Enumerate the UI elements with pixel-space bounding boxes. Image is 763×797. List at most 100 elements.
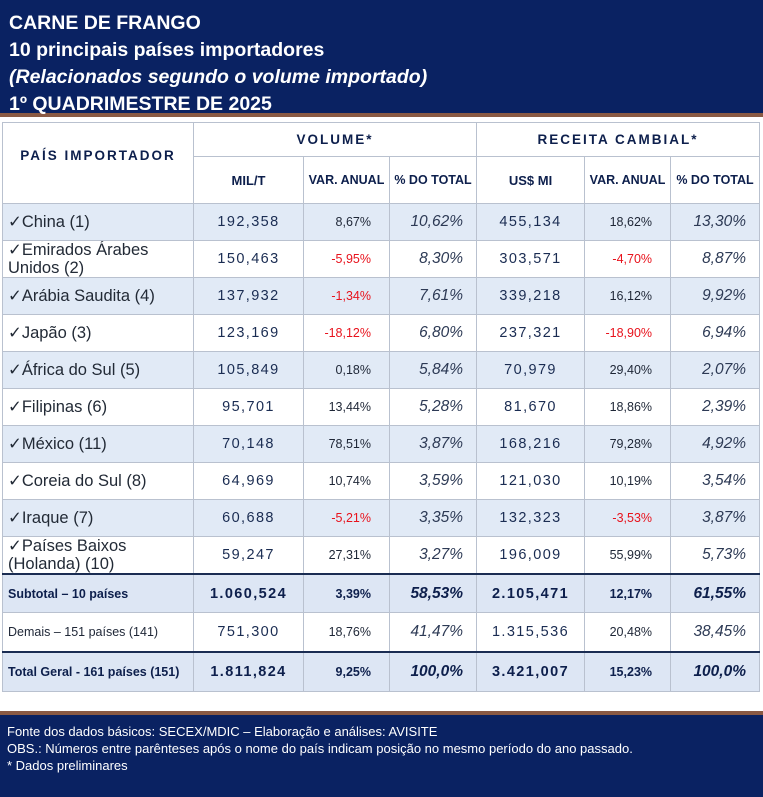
- subtotal-revenue-pct: 61,55%: [670, 573, 761, 613]
- revenue-value: 70,979: [476, 351, 586, 389]
- volume-var: 0,18%: [303, 351, 390, 389]
- revenue-value: 121,030: [476, 462, 586, 500]
- revenue-value: 81,670: [476, 388, 586, 426]
- volume-pct: 3,59%: [388, 462, 478, 500]
- table-row: ✓Japão (3) 123,169 -18,12% 6,80% 237,321…: [2, 314, 761, 352]
- volume-value: 95,701: [193, 388, 304, 426]
- revenue-pct: 3,87%: [670, 499, 761, 537]
- subtotal-revenue: 2.105,471: [476, 573, 586, 613]
- header-vol-pct: % DO TOTAL: [388, 156, 478, 204]
- volume-var: 27,31%: [303, 536, 390, 575]
- total-row: Total Geral - 161 países (151) 1.811,824…: [2, 651, 761, 692]
- volume-var: -5,95%: [303, 240, 390, 278]
- title-product: CARNE DE FRANGO: [9, 12, 201, 34]
- volume-value: 105,849: [193, 351, 304, 389]
- volume-value: 70,148: [193, 425, 304, 463]
- table-row: ✓África do Sul (5) 105,849 0,18% 5,84% 7…: [2, 351, 761, 389]
- volume-pct: 10,62%: [388, 203, 478, 241]
- revenue-pct: 5,73%: [670, 536, 761, 575]
- title-period: 1º QUADRIMESTRE DE 2025: [9, 93, 272, 115]
- total-volume-var: 9,25%: [303, 651, 390, 692]
- revenue-value: 339,218: [476, 277, 586, 315]
- subtotal-row: Subtotal – 10 países 1.060,524 3,39% 58,…: [2, 573, 761, 613]
- revenue-value: 303,571: [476, 240, 586, 278]
- table-row: ✓China (1) 192,358 8,67% 10,62% 455,134 …: [2, 203, 761, 241]
- volume-pct: 6,80%: [388, 314, 478, 352]
- revenue-value: 168,216: [476, 425, 586, 463]
- others-label: Demais – 151 países (141): [2, 612, 194, 653]
- revenue-var: 16,12%: [584, 277, 672, 315]
- source-note: Fonte dos dados básicos: SECEX/MDIC – El…: [7, 724, 438, 739]
- revenue-pct: 6,94%: [670, 314, 761, 352]
- subtotal-volume-pct: 58,53%: [388, 573, 478, 613]
- country-name: ✓Países Baixos (Holanda) (10): [2, 536, 194, 575]
- total-revenue-var: 15,23%: [584, 651, 672, 692]
- others-volume-pct: 41,47%: [388, 612, 478, 653]
- others-row: Demais – 151 países (141) 751,300 18,76%…: [2, 612, 761, 653]
- header-volume: VOLUME*: [192, 122, 478, 157]
- country-name: ✓África do Sul (5): [2, 351, 194, 389]
- revenue-var: 79,28%: [584, 425, 672, 463]
- header-vol-var: VAR. ANUAL: [303, 156, 390, 204]
- subtotal-volume-var: 3,39%: [303, 573, 390, 613]
- header-rev-var: VAR. ANUAL: [584, 156, 672, 204]
- volume-var: 8,67%: [303, 203, 390, 241]
- table-row: ✓Coreia do Sul (8) 64,969 10,74% 3,59% 1…: [2, 462, 761, 500]
- volume-var: -1,34%: [303, 277, 390, 315]
- others-revenue-pct: 38,45%: [670, 612, 761, 653]
- revenue-var: -3,53%: [584, 499, 672, 537]
- subtotal-label: Subtotal – 10 países: [2, 573, 194, 613]
- volume-var: 13,44%: [303, 388, 390, 426]
- importers-table: PAÍS IMPORTADOR VOLUME* RECEITA CAMBIAL*…: [2, 122, 761, 692]
- country-name: ✓Arábia Saudita (4): [2, 277, 194, 315]
- others-revenue-var: 20,48%: [584, 612, 672, 653]
- observation-note: OBS.: Números entre parênteses após o no…: [7, 741, 633, 756]
- title-criteria: (Relacionados segundo o volume importado…: [9, 66, 428, 88]
- revenue-var: -4,70%: [584, 240, 672, 278]
- country-name: ✓Japão (3): [2, 314, 194, 352]
- total-volume: 1.811,824: [193, 651, 304, 692]
- revenue-value: 455,134: [476, 203, 586, 241]
- total-revenue-pct: 100,0%: [670, 651, 761, 692]
- revenue-var: 29,40%: [584, 351, 672, 389]
- others-volume: 751,300: [193, 612, 304, 653]
- country-name: ✓Emirados Árabes Unidos (2): [2, 240, 194, 278]
- revenue-value: 237,321: [476, 314, 586, 352]
- table-row: ✓Iraque (7) 60,688 -5,21% 3,35% 132,323 …: [2, 499, 761, 537]
- total-volume-pct: 100,0%: [388, 651, 478, 692]
- country-name: ✓Iraque (7): [2, 499, 194, 537]
- revenue-var: 55,99%: [584, 536, 672, 575]
- volume-pct: 3,35%: [388, 499, 478, 537]
- title-subject: 10 principais países importadores: [9, 39, 325, 61]
- revenue-pct: 2,39%: [670, 388, 761, 426]
- table-row: ✓Países Baixos (Holanda) (10) 59,247 27,…: [2, 536, 761, 575]
- volume-var: -18,12%: [303, 314, 390, 352]
- subtotal-volume: 1.060,524: [193, 573, 304, 613]
- others-revenue: 1.315,536: [476, 612, 586, 653]
- preliminary-note: * Dados preliminares: [7, 758, 128, 773]
- revenue-var: 10,19%: [584, 462, 672, 500]
- revenue-pct: 3,54%: [670, 462, 761, 500]
- total-label: Total Geral - 161 países (151): [2, 651, 194, 692]
- volume-var: -5,21%: [303, 499, 390, 537]
- header-rev-pct: % DO TOTAL: [670, 156, 761, 204]
- revenue-pct: 2,07%: [670, 351, 761, 389]
- source-footer: Fonte dos dados básicos: SECEX/MDIC – El…: [0, 711, 763, 797]
- volume-value: 192,358: [193, 203, 304, 241]
- volume-value: 137,932: [193, 277, 304, 315]
- volume-value: 59,247: [193, 536, 304, 575]
- volume-value: 123,169: [193, 314, 304, 352]
- country-name: ✓Coreia do Sul (8): [2, 462, 194, 500]
- volume-pct: 8,30%: [388, 240, 478, 278]
- country-name: ✓Filipinas (6): [2, 388, 194, 426]
- country-name: ✓México (11): [2, 425, 194, 463]
- table-row: ✓Filipinas (6) 95,701 13,44% 5,28% 81,67…: [2, 388, 761, 426]
- volume-pct: 7,61%: [388, 277, 478, 315]
- revenue-var: 18,86%: [584, 388, 672, 426]
- header-vol-unit: MIL/T: [193, 156, 304, 204]
- table-row: ✓Arábia Saudita (4) 137,932 -1,34% 7,61%…: [2, 277, 761, 315]
- header-revenue: RECEITA CAMBIAL*: [476, 122, 761, 157]
- volume-pct: 3,87%: [388, 425, 478, 463]
- subtotal-revenue-var: 12,17%: [584, 573, 672, 613]
- total-revenue: 3.421,007: [476, 651, 586, 692]
